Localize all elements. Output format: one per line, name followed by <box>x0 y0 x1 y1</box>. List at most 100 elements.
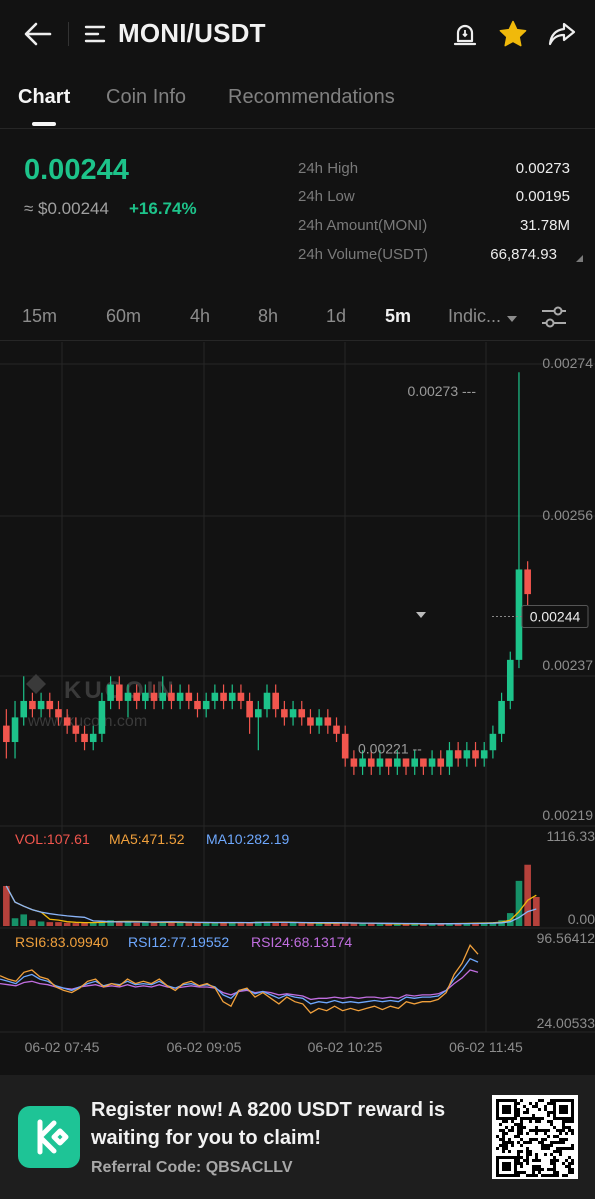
qr-module <box>505 1126 508 1129</box>
candle-body <box>454 750 462 759</box>
candle-body <box>246 700 253 718</box>
volume-bar <box>176 922 184 926</box>
qr-module <box>550 1159 553 1162</box>
promo-headline-line1: Register now! A 8200 USDT reward is <box>91 1099 446 1121</box>
qr-module <box>502 1120 505 1123</box>
qr-module <box>532 1117 535 1120</box>
qr-module <box>568 1162 571 1165</box>
share-icon[interactable] <box>547 20 577 48</box>
qr-module <box>550 1111 553 1114</box>
qr-module <box>544 1132 547 1135</box>
qr-module <box>556 1150 559 1153</box>
qr-module <box>508 1150 511 1153</box>
interval-15m[interactable]: 15m <box>22 306 58 326</box>
volume-bar <box>480 922 488 926</box>
last-price: 0.00244 <box>24 154 129 186</box>
qr-module <box>517 1135 520 1138</box>
qr-module <box>547 1129 550 1132</box>
qr-module <box>520 1162 523 1165</box>
qr-module <box>535 1102 538 1105</box>
qr-module <box>532 1105 535 1108</box>
qr-module <box>541 1174 544 1177</box>
menu-icon[interactable] <box>84 24 106 44</box>
qr-module <box>517 1108 520 1111</box>
qr-module <box>502 1150 505 1153</box>
indicators-dropdown[interactable]: Indic... <box>448 306 502 326</box>
qr-module <box>556 1171 559 1174</box>
volume-bar <box>3 886 10 926</box>
qr-finder <box>502 1105 511 1114</box>
qr-module <box>526 1132 529 1135</box>
interval-4h[interactable]: 4h <box>190 306 211 326</box>
time-axis-label: 06-02 07:45 <box>25 1039 100 1055</box>
interval-5m[interactable]: 5m <box>385 306 412 326</box>
candle-body <box>281 709 288 718</box>
qr-module <box>526 1174 529 1177</box>
price-alert-icon[interactable] <box>451 20 479 48</box>
qr-module <box>535 1126 538 1129</box>
candle-body <box>220 692 227 701</box>
candle-body <box>142 692 149 701</box>
volume-bar <box>11 918 19 926</box>
qr-module <box>520 1099 523 1102</box>
volume-bar <box>515 880 523 926</box>
qr-module <box>526 1111 529 1114</box>
qr-module <box>535 1105 538 1108</box>
active-tab-indicator <box>32 122 56 126</box>
candle-body <box>63 717 71 726</box>
tab-chart[interactable]: Chart <box>18 86 71 108</box>
referral-banner[interactable]: Register now! A 8200 USDT reward is wait… <box>0 1075 595 1199</box>
interval-8h[interactable]: 8h <box>258 306 279 326</box>
tab-recommendations[interactable]: Recommendations <box>228 86 395 108</box>
volume-bar <box>281 923 288 926</box>
qr-module <box>523 1141 526 1144</box>
time-axis-label: 06-02 11:45 <box>449 1039 523 1055</box>
qr-module <box>535 1120 538 1123</box>
qr-module <box>511 1126 514 1129</box>
pair-title[interactable]: MONI/USDT <box>118 18 266 48</box>
candle-body <box>98 700 106 734</box>
favorite-star-icon[interactable] <box>498 19 528 49</box>
collapse-triangle-icon[interactable] <box>574 250 584 268</box>
qr-module <box>541 1138 544 1141</box>
interval-1d[interactable]: 1d <box>326 306 347 326</box>
tab-coin-info[interactable]: Coin Info <box>106 86 187 108</box>
qr-module <box>535 1117 538 1120</box>
volume-bar <box>202 922 210 926</box>
qr-code-icon[interactable] <box>492 1095 578 1179</box>
qr-module <box>562 1126 565 1129</box>
qr-module <box>532 1138 535 1141</box>
volume-bar <box>185 923 193 926</box>
qr-module <box>526 1162 529 1165</box>
qr-module <box>550 1120 553 1123</box>
volume-bar <box>142 922 149 926</box>
qr-module <box>568 1165 571 1168</box>
qr-module <box>526 1150 529 1153</box>
qr-module <box>547 1114 550 1117</box>
qr-module <box>562 1147 565 1150</box>
volume-bar <box>472 922 479 926</box>
qr-module <box>520 1165 523 1168</box>
stat-label-24h-low: 24h Low <box>298 188 355 205</box>
back-arrow-icon[interactable] <box>22 20 54 48</box>
candle-body <box>506 659 514 701</box>
qr-module <box>547 1111 550 1114</box>
qr-module <box>517 1111 520 1114</box>
chart-settings-icon[interactable] <box>540 305 568 334</box>
qr-module <box>532 1168 535 1171</box>
volume-bar <box>55 922 62 926</box>
qr-module <box>526 1147 529 1150</box>
interval-60m[interactable]: 60m <box>106 306 142 326</box>
volume-bar <box>350 923 358 926</box>
qr-module <box>520 1150 523 1153</box>
qr-module <box>544 1144 547 1147</box>
qr-module <box>535 1156 538 1159</box>
volume-bar <box>263 921 271 926</box>
ma10-legend: MA10:282.19 <box>206 831 289 847</box>
qr-module <box>556 1147 559 1150</box>
kline-chart[interactable]: KUCOIN www.kucoin.com 0.002740.002560.00… <box>0 342 595 1066</box>
candle-body <box>524 569 531 595</box>
candle-body <box>228 692 236 701</box>
qr-module <box>508 1138 511 1141</box>
qr-module <box>559 1153 562 1156</box>
